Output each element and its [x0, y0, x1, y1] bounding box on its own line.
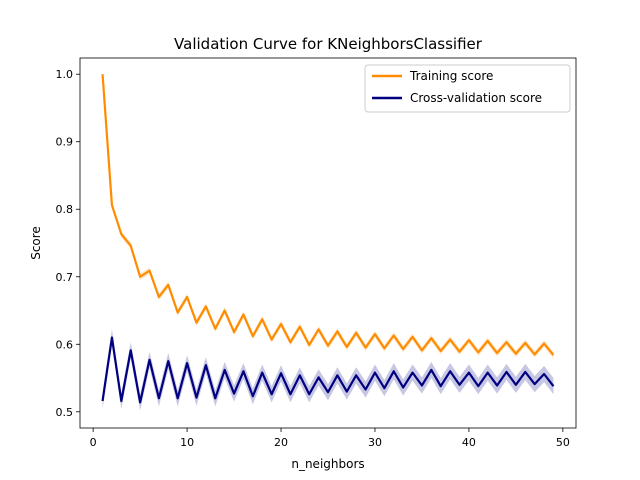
y-tick-label: 0.9: [56, 136, 74, 149]
legend-label-training: Training score: [409, 69, 493, 83]
plot-area-frame: [79, 57, 577, 429]
training-score-band: [102, 70, 554, 359]
confidence-bands: [102, 70, 554, 411]
chart-title: Validation Curve for KNeighborsClassifie…: [174, 35, 483, 53]
cross-validation-score-band: [102, 329, 554, 411]
y-axis-ticks: 0.5 0.6 0.7 0.8 0.9 1.0: [56, 68, 80, 419]
y-tick-label: 1.0: [56, 68, 74, 81]
legend-box: [364, 64, 571, 113]
x-tick-label: 10: [180, 436, 194, 449]
y-tick-label: 0.6: [56, 338, 74, 351]
y-axis-label: Score: [29, 226, 43, 260]
x-tick-label: 50: [556, 436, 570, 449]
x-tick-label: 20: [274, 436, 288, 449]
y-tick-label: 0.8: [56, 203, 74, 216]
y-tick-label: 0.7: [56, 271, 74, 284]
legend: Training score Cross-validation score: [364, 64, 571, 113]
x-tick-label: 30: [368, 436, 382, 449]
x-axis-label: n_neighbors: [291, 457, 364, 471]
series-lines: [101, 74, 555, 404]
cross-validation-score-line: [101, 336, 555, 404]
x-axis-ticks: 0 10 20 30 40 50: [90, 428, 570, 449]
x-tick-label: 0: [90, 436, 97, 449]
training-score-line: [101, 74, 555, 356]
x-tick-label: 40: [462, 436, 476, 449]
legend-label-cross-validation: Cross-validation score: [410, 91, 542, 105]
y-tick-label: 0.5: [56, 406, 74, 419]
